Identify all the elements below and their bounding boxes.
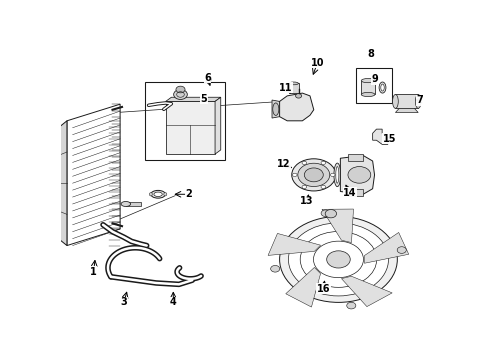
Text: 7: 7	[416, 95, 423, 105]
Ellipse shape	[361, 93, 375, 96]
Circle shape	[293, 173, 297, 176]
Circle shape	[298, 163, 330, 186]
Circle shape	[348, 167, 371, 183]
Polygon shape	[166, 97, 220, 102]
Text: 6: 6	[204, 73, 211, 83]
Polygon shape	[280, 93, 314, 121]
Text: 13: 13	[299, 196, 313, 206]
Circle shape	[295, 94, 302, 98]
Ellipse shape	[154, 192, 162, 197]
Circle shape	[173, 90, 187, 99]
Ellipse shape	[334, 163, 341, 186]
Text: 1: 1	[90, 267, 97, 277]
Text: 9: 9	[371, 74, 378, 84]
Ellipse shape	[392, 94, 398, 108]
Bar	[348, 189, 363, 195]
Circle shape	[321, 185, 325, 189]
Ellipse shape	[273, 103, 279, 116]
Polygon shape	[268, 233, 320, 255]
Polygon shape	[341, 156, 374, 194]
Circle shape	[330, 173, 335, 176]
Ellipse shape	[121, 202, 130, 207]
Bar	[289, 84, 298, 93]
Ellipse shape	[164, 193, 167, 196]
Text: 16: 16	[317, 284, 330, 293]
Ellipse shape	[289, 223, 389, 296]
Circle shape	[304, 168, 323, 182]
Text: 4: 4	[170, 297, 177, 307]
Text: 11: 11	[278, 82, 292, 93]
Ellipse shape	[151, 190, 165, 198]
Text: 3: 3	[121, 297, 127, 307]
Polygon shape	[395, 108, 418, 112]
Text: 5: 5	[200, 94, 207, 104]
Polygon shape	[166, 102, 215, 154]
Ellipse shape	[289, 82, 298, 85]
Circle shape	[325, 210, 337, 218]
Text: 12: 12	[277, 159, 290, 169]
Circle shape	[321, 210, 330, 217]
Circle shape	[397, 247, 406, 253]
Polygon shape	[60, 121, 67, 246]
Polygon shape	[286, 267, 320, 307]
Text: 8: 8	[368, 49, 374, 59]
Ellipse shape	[381, 84, 384, 91]
Circle shape	[270, 265, 280, 272]
Ellipse shape	[361, 78, 375, 83]
Bar	[145, 82, 224, 159]
Polygon shape	[272, 100, 280, 118]
Ellipse shape	[149, 193, 152, 196]
Ellipse shape	[327, 251, 350, 268]
Circle shape	[321, 161, 325, 165]
Bar	[356, 68, 392, 103]
Polygon shape	[67, 104, 120, 246]
Circle shape	[302, 161, 307, 165]
Ellipse shape	[416, 94, 421, 108]
Polygon shape	[372, 129, 388, 144]
Polygon shape	[322, 209, 353, 243]
Ellipse shape	[280, 216, 397, 302]
Text: 10: 10	[311, 58, 324, 68]
Text: 2: 2	[185, 189, 192, 199]
Bar	[348, 154, 363, 161]
Bar	[395, 94, 418, 108]
Text: 15: 15	[383, 134, 396, 144]
Ellipse shape	[379, 82, 386, 93]
Bar	[361, 81, 375, 94]
Bar	[126, 202, 141, 206]
Circle shape	[302, 185, 307, 189]
Circle shape	[347, 302, 356, 309]
Circle shape	[176, 86, 185, 93]
Polygon shape	[342, 276, 392, 307]
Text: 14: 14	[343, 188, 357, 198]
Circle shape	[292, 159, 336, 191]
Polygon shape	[365, 233, 409, 263]
Polygon shape	[215, 97, 221, 154]
Ellipse shape	[336, 167, 339, 183]
